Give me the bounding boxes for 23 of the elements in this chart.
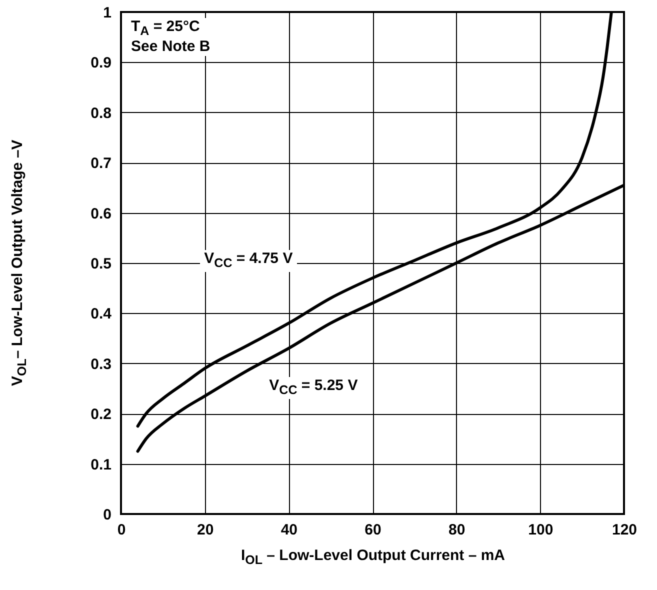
series-label: V$_{CC}$ = 5.25 V [265, 377, 362, 400]
x-axis-title: I$_{OL}$ – Low-Level Output Current – mA [240, 548, 506, 568]
x-tick-label: 120 [612, 522, 638, 538]
x-tick-label: 0 [117, 522, 126, 538]
annotation: T$_{A}$ = 25°C [131, 18, 200, 38]
y-tick-label: 0.7 [90, 155, 112, 172]
y-tick-label: 1 [103, 4, 112, 22]
x-tick-label: 80 [448, 522, 466, 538]
y-tick-label: 0.8 [90, 104, 112, 122]
y-tick-label: 0 [103, 506, 112, 524]
y-tick-label: 0.3 [90, 356, 112, 373]
y-tick-label: 0.9 [90, 54, 112, 72]
y-tick-label: 0.6 [90, 205, 112, 222]
text: V$_{CC}$ = 4.75 V [200, 250, 297, 272]
y-tick-label: 0.5 [90, 256, 112, 272]
y-tick-label: 0.2 [90, 406, 112, 424]
x-tick-label: 40 [280, 522, 298, 538]
y-tick-label: 0.1 [90, 456, 112, 474]
x-tick-label: 60 [364, 522, 382, 538]
y-tick-label: 0.4 [90, 306, 112, 323]
annotation: See Note B [131, 38, 210, 55]
x-tick-label: 100 [528, 522, 554, 538]
x-tick-label: 20 [196, 522, 214, 538]
